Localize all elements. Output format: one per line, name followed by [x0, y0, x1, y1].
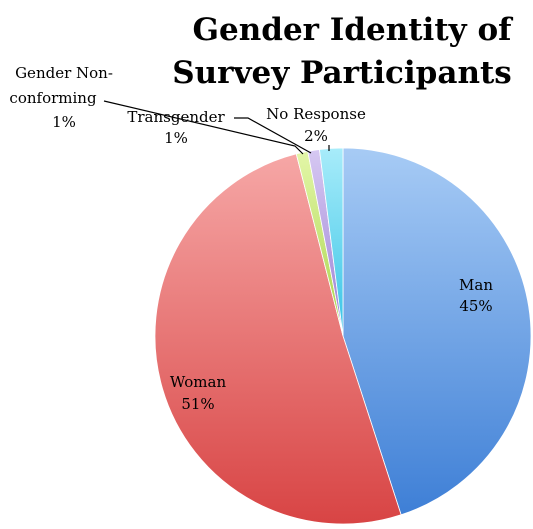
slice-percent-transgender: 1% — [164, 129, 188, 147]
chart-title-line-2: Survey Participants — [172, 55, 512, 91]
data-label-gender-nonconforming: Gender Non- conforming 1% — [9, 64, 112, 131]
slice-percent-no-response: 2% — [304, 127, 328, 145]
data-label-transgender: Transgender 1% — [127, 108, 225, 147]
slice-label-gender-nonconforming-1: Gender Non- — [15, 64, 113, 82]
chart-title: Gender Identity of Survey Participants — [172, 12, 513, 91]
leader-line-gender-nonconforming — [103, 100, 304, 155]
slice-percent-gender-nonconforming: 1% — [52, 113, 76, 131]
data-label-no-response: No Response 2% — [266, 105, 366, 145]
slice-label-gender-nonconforming-2: conforming — [9, 89, 97, 107]
pie-slice-man — [342, 147, 532, 516]
pie-slice-no-response — [318, 147, 344, 337]
chart-title-line-1: Gender Identity of — [193, 12, 514, 48]
data-label-man: Man 45% — [459, 276, 493, 315]
slice-label-man: Man — [459, 276, 493, 294]
leader-line-transgender — [234, 117, 312, 154]
slice-label-woman: Woman — [170, 373, 227, 391]
pie-slice-woman — [154, 153, 402, 525]
slice-label-transgender: Transgender — [127, 108, 225, 126]
pie-slices — [154, 147, 532, 525]
data-label-woman: Woman 51% — [170, 373, 227, 413]
slice-percent-woman: 51% — [181, 395, 214, 413]
slice-label-no-response: No Response — [266, 105, 366, 123]
slice-percent-man: 45% — [459, 297, 492, 315]
